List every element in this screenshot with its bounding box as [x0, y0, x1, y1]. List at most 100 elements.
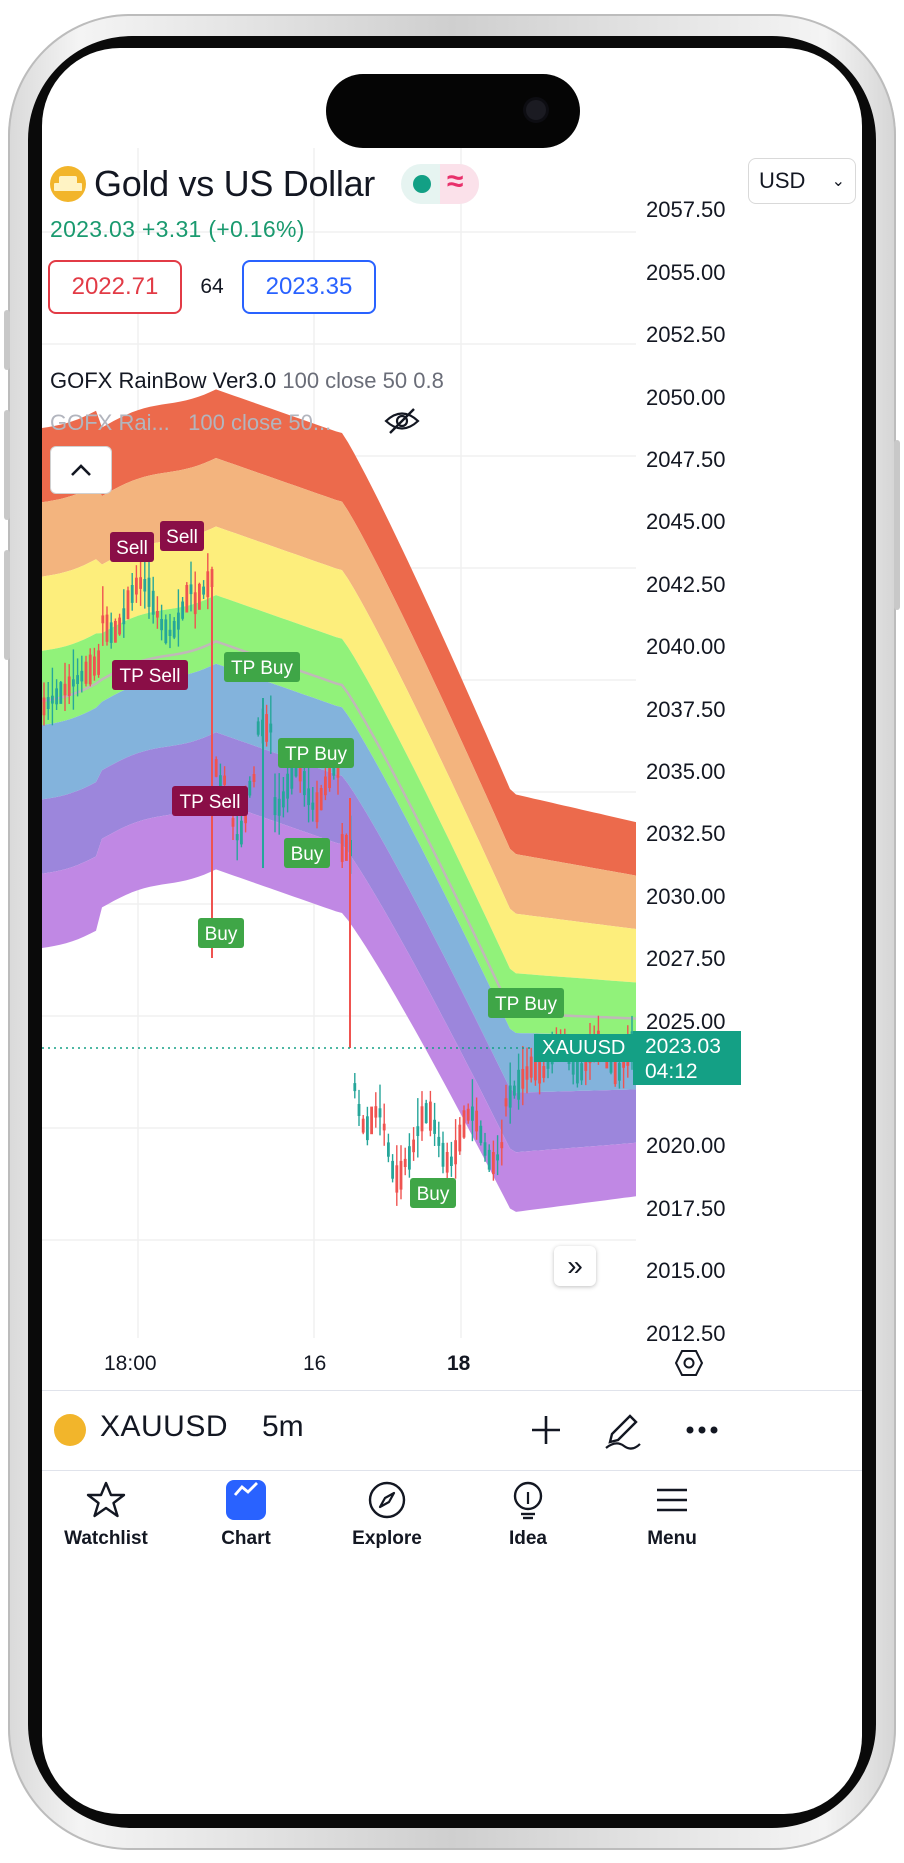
- candle-body: [328, 759, 331, 788]
- drawing-pen-icon[interactable]: [602, 1410, 642, 1450]
- nav-watchlist[interactable]: Watchlist: [46, 1480, 166, 1550]
- bar-countdown: 04:12: [645, 1060, 698, 1083]
- candle-body: [622, 1061, 625, 1068]
- candle-body: [122, 608, 126, 625]
- rainbow-band: [42, 663, 636, 1093]
- candle-body: [378, 1108, 382, 1118]
- nav-label: Watchlist: [64, 1528, 148, 1549]
- candle-body: [214, 759, 218, 777]
- candle-body: [135, 577, 138, 595]
- candle-body: [114, 621, 117, 643]
- lightbulb-icon: [513, 1481, 543, 1520]
- candle-body: [109, 622, 113, 643]
- indicator-name: GOFX RainBow Ver3.0: [50, 368, 277, 393]
- camera-icon: [526, 100, 546, 120]
- candle-body: [252, 774, 256, 782]
- eye-off-icon[interactable]: [382, 406, 422, 436]
- candle-body: [366, 1116, 369, 1141]
- nav-label: Chart: [221, 1528, 271, 1549]
- signal-label: Buy: [410, 1178, 456, 1208]
- indicator-legend-1[interactable]: GOFX RainBow Ver3.0 100 close 50 0.8: [50, 368, 444, 394]
- currency-select[interactable]: USD ⌄: [748, 158, 856, 204]
- signal-label: Sell: [160, 521, 204, 551]
- signal-label: TP Sell: [172, 786, 248, 816]
- candle-body: [97, 650, 100, 675]
- candle-body: [525, 1066, 529, 1080]
- candle-body: [433, 1119, 436, 1134]
- candle-body: [193, 592, 197, 615]
- candle-body: [42, 697, 46, 716]
- rainbow-band: [42, 458, 636, 929]
- candle-body: [445, 1152, 449, 1173]
- more-icon[interactable]: [682, 1410, 722, 1450]
- candle-body: [391, 1160, 394, 1179]
- market-status-pill[interactable]: ≈: [400, 164, 479, 204]
- nav-chart[interactable]: Chart: [186, 1480, 306, 1550]
- candle-body: [319, 788, 323, 811]
- signal-label: TP Sell: [112, 660, 188, 690]
- plus-icon[interactable]: [526, 1410, 566, 1450]
- candle-body: [55, 688, 58, 705]
- price-axis-label: 2035.00: [646, 759, 726, 784]
- candle-body: [130, 585, 134, 603]
- collapse-legend-button[interactable]: [50, 446, 112, 494]
- chevron-up-icon: [71, 464, 91, 476]
- candle-body: [172, 621, 176, 638]
- candle-body: [185, 585, 189, 613]
- candles: [42, 553, 634, 1206]
- candle-body: [46, 697, 50, 709]
- price-axis-label: 2015.00: [646, 1258, 726, 1284]
- last-price-tag: 2023.03 04:12: [633, 1031, 741, 1085]
- action-button: [4, 310, 10, 370]
- symbol-search-button[interactable]: XAUUSD: [100, 1410, 229, 1443]
- candle-body: [298, 762, 302, 782]
- price-chart[interactable]: Sell Sell TP Sell TP Buy TP Buy TP Sell Buy Buy…: [42, 148, 862, 1396]
- candle-body: [542, 1066, 546, 1078]
- candle-body: [332, 760, 336, 776]
- gold-coin-icon: [50, 166, 86, 202]
- nav-menu[interactable]: Menu: [612, 1480, 732, 1550]
- candle-body: [500, 1142, 504, 1149]
- candle-body: [286, 773, 289, 799]
- nav-explore[interactable]: Explore: [327, 1480, 447, 1550]
- chevron-down-icon: ⌄: [831, 173, 845, 190]
- candle-body: [475, 1110, 478, 1132]
- buy-button[interactable]: 2023.35: [242, 260, 376, 314]
- candle-body: [51, 695, 54, 704]
- candle-body: [374, 1106, 378, 1118]
- candle-body: [580, 1063, 583, 1081]
- candle-body: [387, 1142, 390, 1157]
- price-axis-label: 2040.00: [646, 634, 726, 660]
- candle-body: [80, 670, 84, 682]
- candle-body: [265, 714, 268, 742]
- candle-body: [454, 1140, 457, 1165]
- candle-body: [408, 1146, 411, 1170]
- candle-body: [340, 834, 344, 862]
- time-axis-label: 18: [447, 1352, 471, 1375]
- symbol-toolbar: XAUUSD 5m: [42, 1392, 862, 1470]
- chart-settings-icon[interactable]: [674, 1348, 704, 1378]
- candle-body: [181, 601, 184, 619]
- symbol-header: Gold vs US Dollar ≈: [50, 162, 479, 206]
- signal-text: TP Sell: [120, 666, 181, 687]
- page-title[interactable]: Gold vs US Dollar: [94, 163, 375, 204]
- sell-button[interactable]: 2022.71: [48, 260, 182, 314]
- rainbow-band: [42, 389, 636, 876]
- indicator-params: 100 close 50...: [188, 410, 332, 435]
- nav-label: Menu: [647, 1528, 697, 1549]
- currency-value: USD: [759, 168, 806, 193]
- indicator-legend-2[interactable]: GOFX Rai... 100 close 50...: [50, 410, 331, 436]
- candle-body: [450, 1156, 453, 1166]
- signal-label: Sell: [110, 532, 154, 562]
- nav-idea[interactable]: Idea: [468, 1480, 588, 1550]
- price-axis-label: 2050.00: [646, 384, 726, 410]
- dynamic-island: [326, 74, 580, 148]
- timeframe-button[interactable]: 5m: [262, 1410, 304, 1443]
- candle-body: [534, 1051, 537, 1081]
- candle-body: [282, 791, 285, 808]
- candle-body: [412, 1139, 415, 1153]
- scroll-to-realtime-button[interactable]: »: [554, 1246, 596, 1286]
- app-screen: Sell Sell TP Sell TP Buy TP Buy TP Sell Buy Buy…: [42, 48, 862, 1814]
- price-axis-label: 2047.50: [646, 447, 726, 472]
- time-axis-label: 18:00: [104, 1352, 157, 1375]
